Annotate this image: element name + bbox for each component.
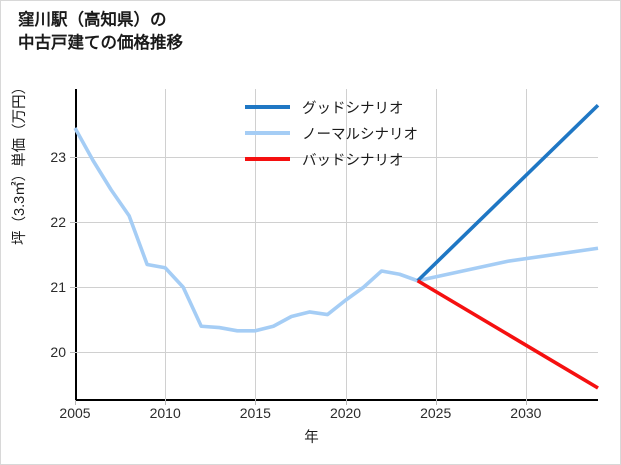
legend: グッドシナリオ ノーマルシナリオ バッドシナリオ: [245, 94, 455, 172]
gridline-horizontal: [75, 287, 598, 289]
x-axis-tick: [525, 400, 527, 405]
x-axis-tick-label: 2005: [59, 405, 91, 421]
gridline-horizontal: [75, 157, 598, 159]
gridline-vertical: [255, 89, 257, 400]
series-layer: [73, 103, 600, 390]
y-axis-tick: [70, 222, 75, 224]
legend-swatch-icon: [245, 157, 290, 161]
plot-area: 20 21 22 23 2005 2010 2015 2020 2025 2030: [50, 89, 600, 421]
x-axis-tick: [255, 400, 257, 405]
legend-item-label: バッドシナリオ: [302, 152, 404, 169]
y-axis-tick-label: 23: [50, 149, 66, 166]
x-axis-tick-label: 2010: [149, 405, 181, 421]
y-axis-tick: [70, 157, 75, 159]
x-axis-spine: [75, 399, 598, 401]
legend-item[interactable]: バッドシナリオ: [245, 146, 455, 172]
legend-item[interactable]: グッドシナリオ: [245, 94, 455, 120]
x-axis-title: 年: [304, 430, 319, 446]
x-axis-tick-label: 2015: [239, 405, 271, 421]
x-axis-tick-label: 2025: [420, 405, 452, 421]
legend-swatch-icon: [245, 105, 290, 109]
x-axis-tick: [345, 400, 347, 405]
y-axis-tick: [70, 352, 75, 354]
x-axis-tick: [165, 400, 167, 405]
y-axis-title: 坪（3.3㎡）単価（万円）: [12, 79, 28, 245]
gridline-vertical: [525, 89, 527, 400]
legend-item[interactable]: ノーマルシナリオ: [245, 120, 455, 146]
gridline-vertical: [165, 89, 167, 400]
gridline-vertical: [345, 89, 347, 400]
y-axis-tick-label: 20: [50, 344, 66, 361]
series-line: [416, 279, 599, 390]
x-axis-tick-label: 2020: [329, 405, 362, 421]
legend-item-label: グッドシナリオ: [302, 100, 404, 117]
y-axis-tick-label: 21: [50, 279, 66, 296]
page-title: 窪川駅（高知県）の 中古戸建ての価格推移: [18, 11, 183, 53]
y-axis-spine: [75, 89, 77, 401]
x-axis-tick-label: 2030: [510, 405, 542, 421]
x-axis-tick: [75, 400, 76, 405]
y-axis-tick-label: 22: [50, 214, 66, 231]
legend-swatch-icon: [245, 131, 290, 135]
gridline-vertical: [435, 89, 437, 400]
legend-item-label: ノーマルシナリオ: [302, 126, 418, 143]
series-line: [416, 103, 600, 283]
y-axis-tick: [70, 287, 75, 289]
gridline-horizontal: [75, 222, 598, 224]
series-line: [73, 127, 599, 333]
x-axis-tick: [435, 400, 437, 405]
gridline-horizontal: [75, 352, 598, 354]
